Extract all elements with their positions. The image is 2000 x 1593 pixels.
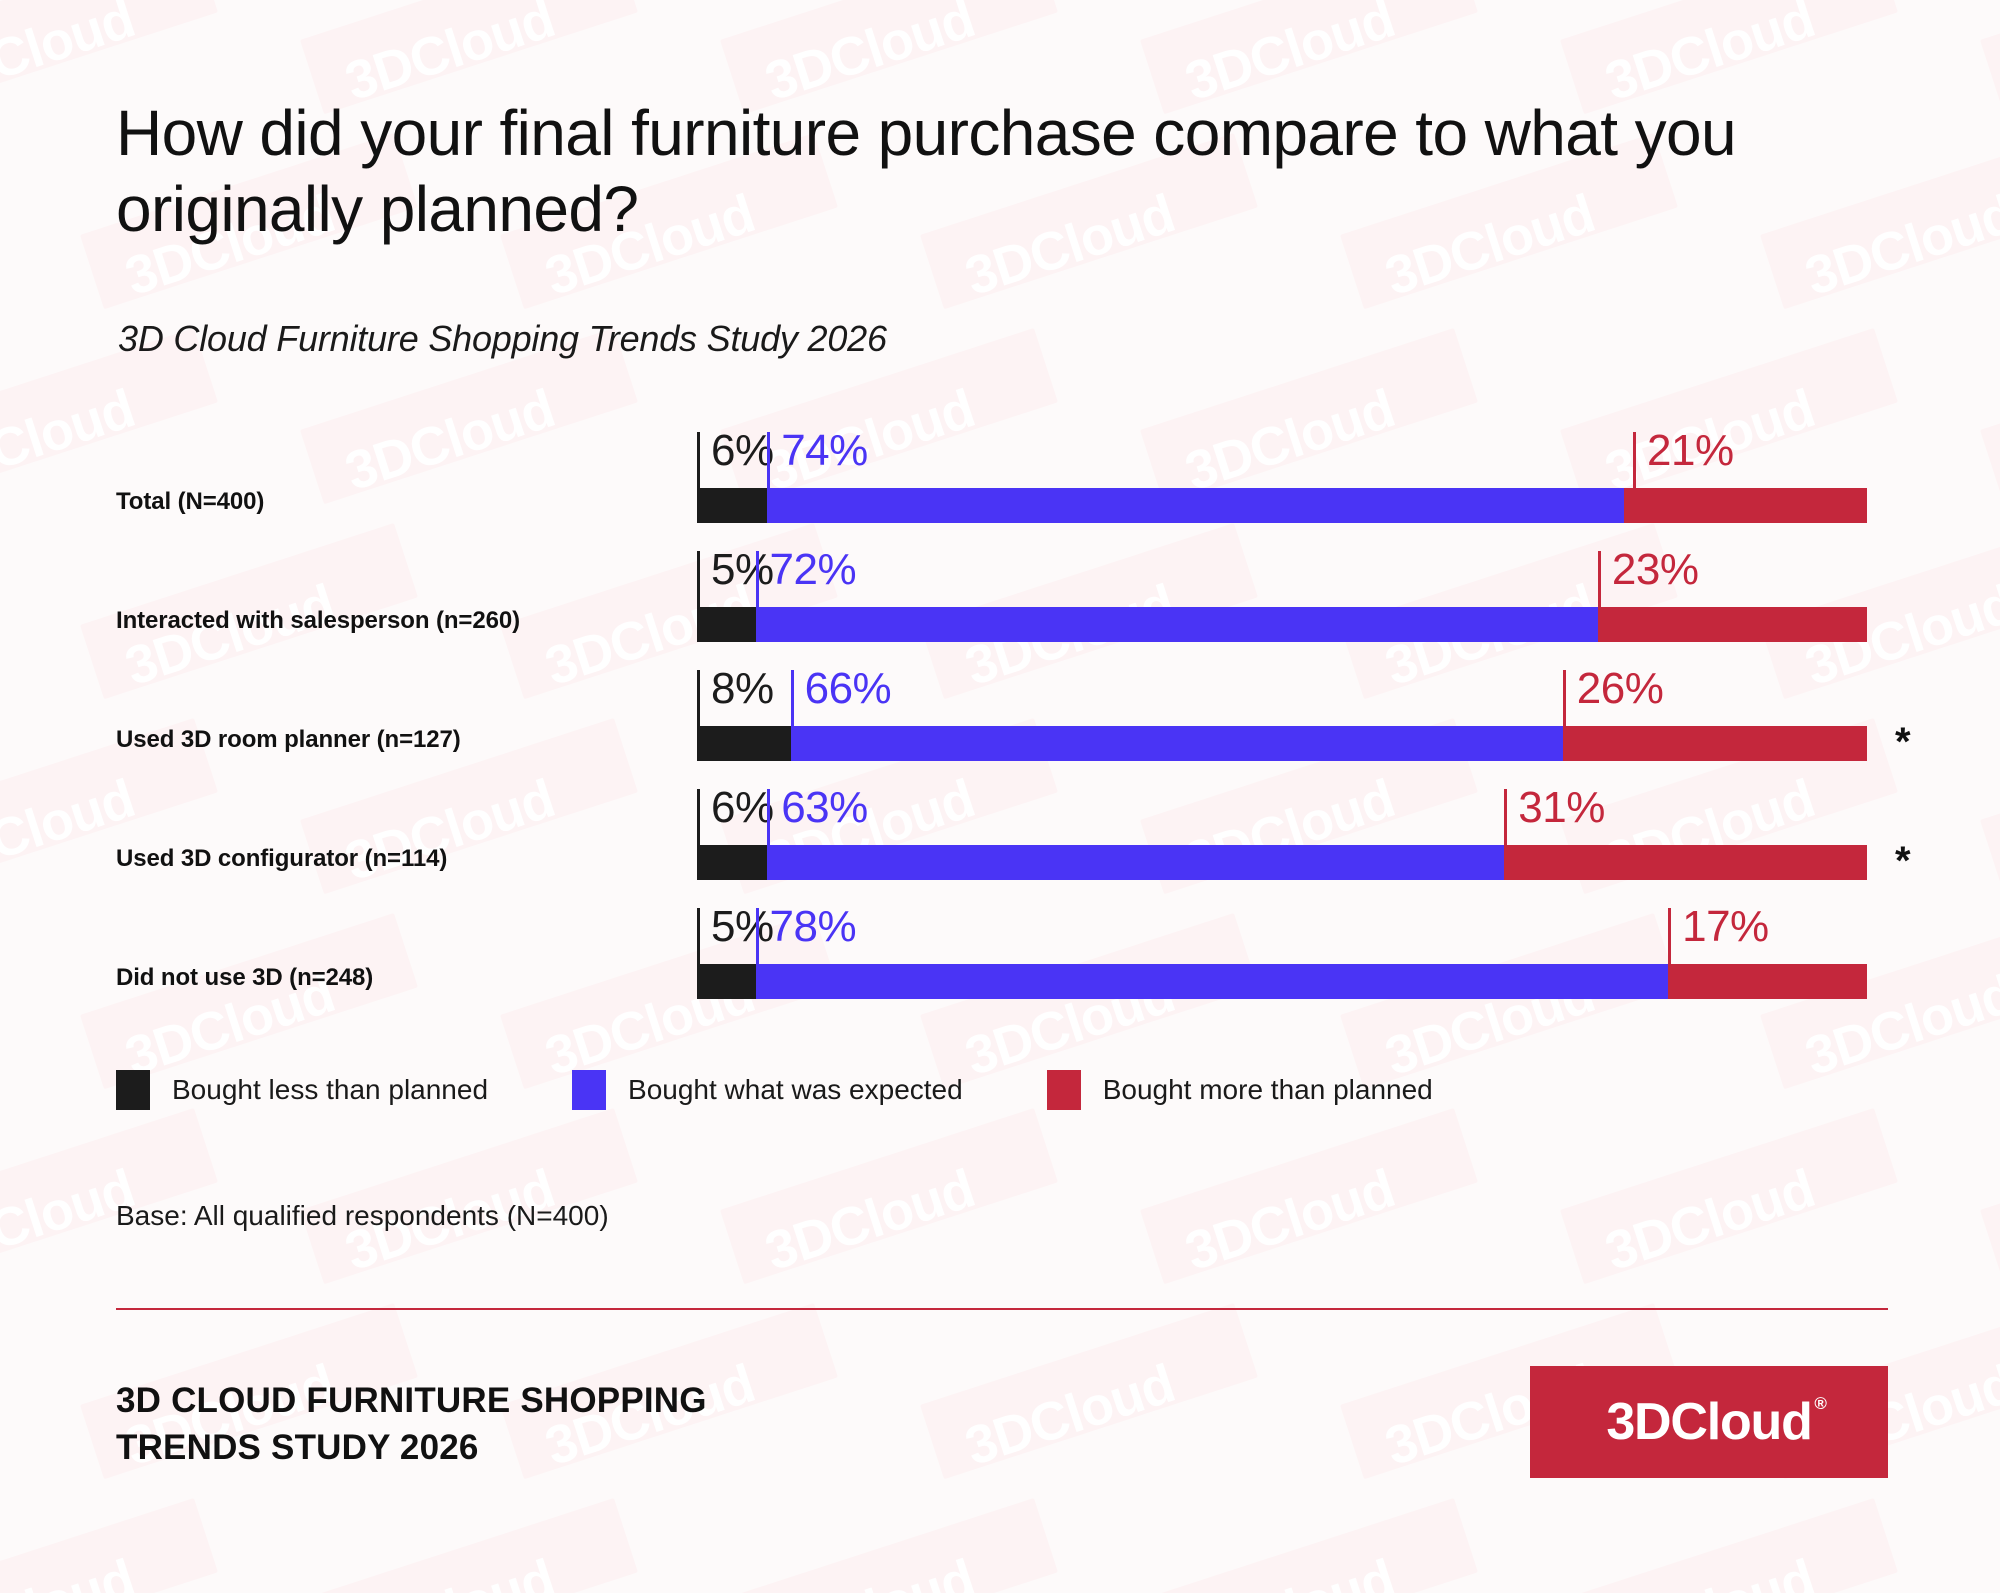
value-label: 66%: [804, 664, 892, 713]
footer-divider: [116, 1308, 1888, 1310]
callout-leader-line: [1668, 908, 1672, 964]
logo-label: 3DCloud: [1606, 1393, 1813, 1451]
stacked-bar-chart: Total (N=400) 6% 74% 21% Interacted with sal…: [0, 420, 2000, 1015]
value-label: 17%: [1682, 902, 1769, 951]
bar-segment-more: [1504, 845, 1867, 880]
bar-segment-less: [697, 964, 756, 999]
legend-label: Bought less than planned: [172, 1074, 489, 1105]
value-label: 6%: [711, 426, 774, 475]
bar-area: 5% 78% 17%: [697, 896, 1867, 1015]
significance-asterisk: *: [1895, 839, 1911, 883]
bar-segment-expected: [755, 964, 1669, 999]
callout-leader-line: [697, 551, 700, 607]
footer-title: 3D CLOUD FURNITURE SHOPPING TRENDS STUDY…: [116, 1378, 707, 1471]
category-label: Did not use 3D (n=248): [116, 964, 374, 991]
chart-row: Used 3D room planner (n=127) 8% 66% 26% *: [0, 658, 2000, 777]
bar-segment-more: [1668, 964, 1867, 999]
bar-area: 6% 63% 31% *: [697, 777, 1911, 896]
value-label: 23%: [1611, 545, 1699, 594]
page-title: How did your final furniture purchase co…: [116, 97, 1737, 245]
bar-segment-less: [697, 845, 768, 880]
value-label: 5%: [711, 902, 774, 951]
callout-leader-line: [790, 670, 794, 726]
chart-row: Did not use 3D (n=248) 5% 78% 17%: [0, 896, 2000, 1015]
category-label: Total (N=400): [116, 488, 265, 515]
legend-swatch-more: [1046, 1070, 1081, 1110]
value-label: 78%: [769, 902, 857, 951]
registered-trademark-icon: ®: [1814, 1394, 1827, 1413]
callout-leader-line: [697, 670, 700, 726]
footer-title-line-1: 3D CLOUD FURNITURE SHOPPING: [116, 1381, 707, 1420]
value-label: 31%: [1518, 783, 1605, 832]
page-subtitle: 3D Cloud Furniture Shopping Trends Study…: [118, 318, 887, 359]
logo-wordmark: 3DCloud ®: [1606, 1392, 1827, 1452]
callout-leader-line: [697, 789, 700, 845]
stacked-bar: [697, 964, 1867, 999]
bar-segment-more: [1623, 488, 1868, 523]
stacked-bar: [697, 488, 1868, 523]
stacked-bar: [697, 726, 1867, 761]
chart-row: Interacted with salesperson (n=260) 5% 72%…: [0, 539, 2000, 658]
bar-area: 6% 74% 21%: [697, 420, 1868, 539]
bar-segment-expected: [767, 845, 1505, 880]
bar-segment-more: [1597, 607, 1867, 642]
callout-leader-line: [755, 551, 759, 607]
value-label: 63%: [781, 783, 868, 832]
stacked-bar: [697, 845, 1867, 880]
bar-segment-more: [1562, 726, 1867, 761]
value-label: 6%: [711, 783, 774, 832]
value-label: 8%: [711, 664, 774, 713]
bar-area: 5% 72% 23%: [697, 539, 1867, 658]
category-label: Used 3D room planner (n=127): [116, 726, 461, 753]
bar-area: 8% 66% 26% *: [697, 658, 1911, 777]
legend-item: Bought what was expected: [572, 1070, 963, 1110]
callout-leader-line: [697, 432, 700, 488]
chart-legend: Bought less than planned Bought what was …: [116, 1070, 1517, 1110]
callout-leader-line: [755, 908, 759, 964]
bar-segment-expected: [790, 726, 1563, 761]
callout-leader-line: [1597, 551, 1601, 607]
value-label: 72%: [769, 545, 857, 594]
category-label: Used 3D configurator (n=114): [116, 845, 448, 872]
legend-swatch-expected: [572, 1070, 607, 1110]
callout-leader-line: [767, 432, 771, 488]
callout-leader-line: [767, 789, 771, 845]
value-label: 74%: [781, 426, 868, 475]
callout-leader-line: [1633, 432, 1636, 488]
legend-item: Bought less than planned: [116, 1070, 488, 1110]
legend-swatch-less: [116, 1070, 150, 1110]
stacked-bar: [697, 607, 1867, 642]
callout-leader-line: [1562, 670, 1566, 726]
significance-asterisk: *: [1895, 720, 1911, 764]
value-label: 5%: [711, 545, 774, 594]
chart-row: Used 3D configurator (n=114) 6% 63% 31% *: [0, 777, 2000, 896]
base-note: Base: All qualified respondents (N=400): [116, 1200, 609, 1231]
footer-title-line-2: TRENDS STUDY 2026: [116, 1427, 479, 1467]
value-label: 21%: [1647, 426, 1734, 475]
legend-label: Bought more than planned: [1102, 1074, 1433, 1105]
bar-segment-less: [697, 488, 767, 523]
bar-segment-less: [697, 726, 791, 761]
category-label: Interacted with salesperson (n=260): [116, 607, 520, 634]
chart-row: Total (N=400) 6% 74% 21%: [0, 420, 2000, 539]
bar-segment-expected: [766, 488, 1624, 523]
bar-segment-expected: [755, 607, 1598, 642]
value-label: 26%: [1576, 664, 1664, 713]
callout-leader-line: [697, 908, 700, 964]
bar-segment-less: [697, 607, 756, 642]
legend-label: Bought what was expected: [628, 1074, 963, 1105]
legend-item: Bought more than planned: [1046, 1070, 1433, 1110]
callout-leader-line: [1504, 789, 1508, 845]
3dcloud-logo: 3DCloud ®: [1530, 1366, 1888, 1478]
